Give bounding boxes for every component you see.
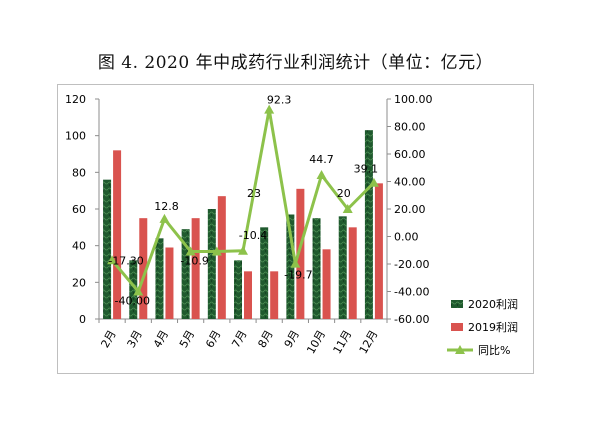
yoy-marker — [107, 255, 118, 265]
bar-2019 — [296, 188, 305, 319]
data-label: -19.7 — [284, 269, 312, 282]
bar-2020 — [364, 130, 373, 319]
x-tick-label: 12月 — [357, 328, 381, 356]
left-tick-label: 100 — [65, 130, 86, 143]
data-label: 92.3 — [267, 94, 292, 107]
bar-2019 — [217, 196, 226, 319]
x-tick-label: 5月 — [177, 328, 197, 350]
right-tick-label: 40.00 — [394, 176, 426, 189]
yoy-marker — [133, 286, 144, 296]
bar-2020 — [155, 238, 164, 319]
yoy-marker — [238, 245, 248, 255]
right-tick-label: -20.00 — [394, 258, 429, 271]
line-layer — [107, 104, 379, 296]
x-tick-label: 2月 — [98, 328, 118, 350]
yoy-marker — [159, 213, 170, 223]
right-tick-label: 20.00 — [394, 203, 426, 216]
data-label: 44.7 — [309, 153, 334, 166]
legend-swatch-2019 — [451, 323, 463, 331]
right-tick-label: 100.00 — [394, 93, 433, 106]
left-tick-label: 80 — [72, 166, 86, 179]
bar-2020 — [234, 260, 242, 319]
yoy-line — [110, 108, 375, 293]
data-labels-layer: -17.30 -40.00 12.8 -10.9 -10.4 92.3 -19.7 44.7 2… — [108, 94, 378, 308]
right-tick-label: 80.00 — [394, 121, 426, 134]
data-label: 23 — [247, 187, 261, 200]
bar-2020 — [103, 179, 112, 319]
yoy-marker — [342, 204, 353, 213]
chart-frame — [57, 84, 534, 374]
data-label: -40.00 — [115, 295, 150, 308]
bar-2019 — [244, 271, 252, 319]
bar-2020 — [260, 227, 269, 319]
x-tick-label: 3月 — [125, 328, 145, 350]
bar-2019 — [348, 227, 357, 319]
left-tick-label: 40 — [72, 240, 86, 253]
bar-2019 — [113, 150, 122, 319]
data-label: 12.8 — [154, 200, 179, 213]
chart-title: 图 4. 2020 年中成药行业利润统计（单位：亿元） — [97, 53, 494, 73]
bar-2019 — [322, 249, 331, 319]
legend-swatch-2020 — [451, 300, 463, 308]
left-tick-label: 0 — [79, 313, 86, 326]
yoy-marker — [264, 104, 275, 114]
x-tick-label: 11月 — [331, 328, 355, 356]
x-tick-label: 9月 — [282, 328, 302, 350]
x-tick-label: 4月 — [151, 328, 171, 350]
x-tick-label: 8月 — [256, 328, 276, 350]
data-label: -10.4 — [239, 229, 267, 242]
right-tick-label: 60.00 — [394, 148, 426, 161]
bar-2019 — [191, 218, 200, 319]
legend-label: 同比% — [478, 344, 510, 357]
legend-label: 2020利润 — [468, 297, 518, 311]
right-tick-label: -60.00 — [394, 313, 429, 326]
bar-2019 — [374, 183, 383, 319]
bar-2019 — [139, 218, 148, 319]
bar-2020 — [207, 209, 216, 319]
bar-2020 — [181, 229, 190, 319]
bar-2020 — [312, 218, 321, 319]
left-tick-label: 20 — [72, 276, 86, 289]
data-label: -10.9 — [180, 254, 208, 267]
bar-2019 — [270, 271, 279, 319]
yoy-marker — [185, 246, 196, 256]
left-tick-label: 60 — [72, 203, 86, 216]
data-label: 20 — [337, 187, 351, 200]
bar-2020 — [338, 216, 347, 319]
x-tick-label: 10月 — [304, 328, 328, 356]
left-tick-label: 120 — [65, 93, 86, 106]
legend-marker-yoy — [455, 345, 465, 354]
bar-2019 — [165, 247, 174, 319]
bar-2020 — [286, 214, 295, 319]
yoy-marker — [368, 177, 379, 187]
yoy-marker — [290, 258, 301, 268]
data-label: 39.1 — [354, 163, 379, 176]
yoy-marker — [211, 246, 222, 256]
legend-label: 2019利润 — [468, 320, 518, 334]
bar-2020 — [129, 260, 138, 319]
right-tick-label: 0.00 — [394, 231, 419, 244]
x-tick-label: 7月 — [229, 328, 249, 350]
data-label: -17.30 — [108, 254, 143, 267]
right-tick-label: -40.00 — [394, 286, 429, 299]
x-tick-label: 6月 — [203, 328, 223, 350]
yoy-marker — [316, 170, 327, 180]
bars-layer — [103, 130, 383, 319]
